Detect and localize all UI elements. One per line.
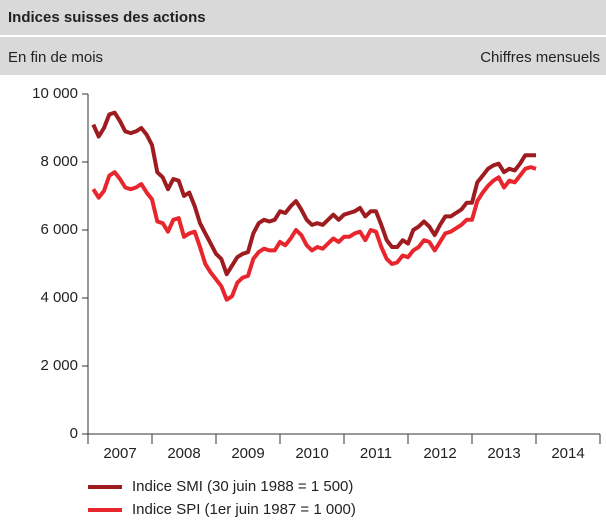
y-tick-label: 10 000 <box>32 85 78 102</box>
x-tick-label: 2010 <box>295 445 328 462</box>
y-tick-label: 6 000 <box>40 221 78 238</box>
y-tick-label: 8 000 <box>40 153 78 170</box>
series-line <box>91 110 536 277</box>
x-tick-label: 2011 <box>360 445 392 462</box>
subtitle-band <box>0 37 606 75</box>
subtitle: En fin de mois <box>8 49 103 66</box>
legend-label: Indice SMI (30 juin 1988 = 1 500) <box>132 478 353 495</box>
x-tick-label: 2009 <box>231 445 264 462</box>
x-tick-label: 2014 <box>551 445 584 462</box>
y-tick-label: 2 000 <box>40 357 78 374</box>
x-tick-label: 2012 <box>423 445 456 462</box>
y-tick-label: 4 000 <box>40 289 78 306</box>
chart-title: Indices suisses des actions <box>8 9 206 26</box>
title-band <box>0 0 606 35</box>
legend-label: Indice SPI (1er juin 1987 = 1 000) <box>132 501 356 518</box>
note: Chiffres mensuels <box>480 49 600 66</box>
x-tick-label: 2008 <box>167 445 200 462</box>
y-tick-label: 0 <box>70 425 78 442</box>
x-tick-label: 2013 <box>487 445 520 462</box>
x-tick-label: 2007 <box>103 445 136 462</box>
series-line <box>91 165 537 302</box>
